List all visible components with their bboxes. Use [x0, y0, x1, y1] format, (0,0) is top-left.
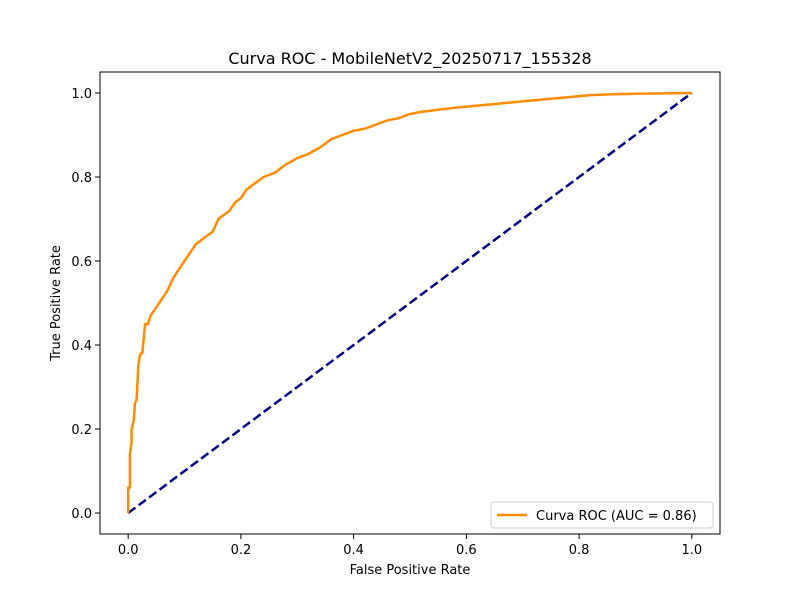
x-tick-label: 0.2: [231, 543, 252, 558]
roc-curve-line: [126, 91, 692, 513]
y-axis: 0.0 0.2 0.4 0.6 0.8 1.0: [71, 87, 100, 522]
y-tick-label: 0.2: [71, 423, 92, 438]
series-layer: [126, 91, 693, 515]
y-tick-label: 1.0: [71, 87, 92, 102]
random-classifier-line: [127, 91, 693, 515]
x-tick-label: 1.0: [681, 543, 702, 558]
x-axis-label: False Positive Rate: [350, 563, 471, 578]
y-tick-label: 0.6: [71, 255, 92, 270]
x-tick-label: 0.4: [343, 543, 364, 558]
y-axis-label: True Positive Rate: [49, 245, 64, 362]
x-tick-label: 0.0: [118, 543, 139, 558]
chart-title: Curva ROC - MobileNetV2_20250717_155328: [228, 49, 591, 69]
y-tick-label: 0.8: [71, 171, 92, 186]
x-tick-label: 0.6: [456, 543, 477, 558]
x-axis: 0.0 0.2 0.4 0.6 0.8 1.0: [118, 534, 702, 558]
y-tick-label: 0.0: [71, 507, 92, 522]
legend-box: [490, 501, 714, 529]
y-tick-label: 0.4: [71, 339, 92, 354]
legend-label-roc: Curva ROC (AUC = 0.86): [536, 509, 697, 524]
legend: Curva ROC (AUC = 0.86): [490, 501, 714, 529]
x-tick-label: 0.8: [569, 543, 590, 558]
